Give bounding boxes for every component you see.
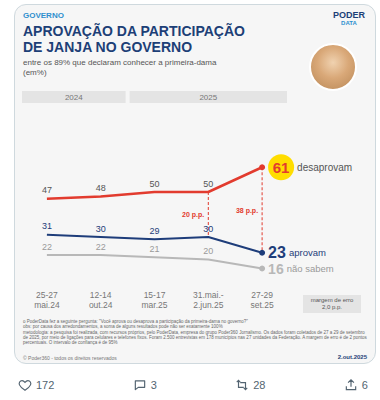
svg-text:22: 22 [96,242,106,252]
svg-text:2025: 2025 [199,93,217,102]
html-text:DATA: DATA [341,20,357,26]
html-text:172: 172 [36,379,55,391]
svg-text:48: 48 [96,183,106,193]
svg-text:22: 22 [42,242,52,252]
svg-text:30: 30 [203,224,213,234]
html-text:GOVERNO: GOVERNO [23,11,64,20]
svg-text:desaprovam: desaprovam [297,162,352,173]
svg-text:15-17: 15-17 [144,290,166,300]
svg-text:2.jun.25: 2.jun.25 [193,300,224,310]
svg-text:23: 23 [268,244,286,261]
svg-text:12-14: 12-14 [90,290,112,300]
svg-text:set.25: set.25 [251,300,274,310]
svg-text:20 p.p.: 20 p.p. [182,211,204,219]
svg-text:31.mai.-: 31.mai.- [193,290,224,300]
svg-text:mar.25: mar.25 [142,300,168,310]
svg-text:16: 16 [268,261,284,277]
html-text:o PoderData fez a seguinte per: o PoderData fez a seguinte pergunta: "Vo… [23,319,367,346]
html-text:2.out.2025: 2.out.2025 [337,354,367,360]
svg-text:31: 31 [42,221,52,231]
svg-text:29: 29 [149,226,159,236]
svg-text:47: 47 [42,185,52,195]
html-text:entre os 89% que declaram conh: entre os 89% que declaram conhecer a pri… [23,58,217,77]
svg-text:aprovam: aprovam [289,247,326,258]
html-text:margem de erro 2,0 p.p.: margem de erro 2,0 p.p. [310,297,354,310]
svg-text:61: 61 [273,159,290,176]
html-text:© Poder360 - todos os direitos: © Poder360 - todos os direitos reservado… [23,355,117,361]
svg-text:50: 50 [149,179,159,189]
svg-text:não sabem: não sabem [287,263,334,274]
svg-text:out.24: out.24 [89,300,113,310]
html-text:28: 28 [253,379,266,391]
html-text:3: 3 [150,379,157,391]
html-text:6: 6 [361,379,368,391]
svg-text:mai.24: mai.24 [34,300,60,310]
svg-text:30: 30 [96,224,106,234]
html-text:APROVAÇÃO DA PARTICIPAÇÃO DE J: APROVAÇÃO DA PARTICIPAÇÃO DE JANJA NO GO… [23,23,245,55]
svg-text:2024: 2024 [65,93,83,102]
svg-text:38 p.p.: 38 p.p. [236,207,258,215]
html-text:PODER: PODER [333,10,365,20]
svg-text:50: 50 [203,179,213,189]
svg-text:20: 20 [203,246,213,256]
svg-text:21: 21 [149,244,159,254]
svg-text:25-27: 25-27 [36,290,58,300]
svg-text:27-29: 27-29 [251,290,273,300]
